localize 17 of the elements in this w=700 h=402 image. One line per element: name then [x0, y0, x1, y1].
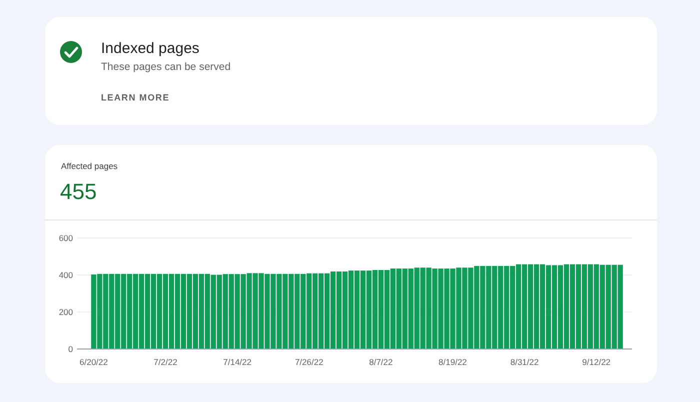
text: 455 [60, 179, 97, 204]
y-tick-label: 200 [58, 306, 74, 317]
text: These pages can be served [101, 61, 231, 73]
x-tick-label: 9/12/22 [582, 357, 611, 367]
x-tick-label: 7/26/22 [294, 357, 324, 367]
y-tick-label: 600 [58, 232, 74, 243]
y-tick-label: 0 [68, 344, 74, 354]
x-tick-label: 8/7/22 [369, 357, 394, 367]
text: Indexed pages [101, 40, 200, 57]
chart-title: Affected pages [61, 161, 118, 171]
y-tick-label: 400 [58, 270, 74, 280]
x-tick-label: 8/31/22 [510, 357, 540, 367]
x-tick-label: 7/2/22 [154, 357, 178, 367]
x-tick-label: 7/14/22 [223, 357, 252, 367]
text: LEARN MORE [101, 92, 170, 102]
x-tick-label: 8/19/22 [438, 357, 468, 367]
x-tick-label: 6/20/22 [80, 357, 108, 367]
